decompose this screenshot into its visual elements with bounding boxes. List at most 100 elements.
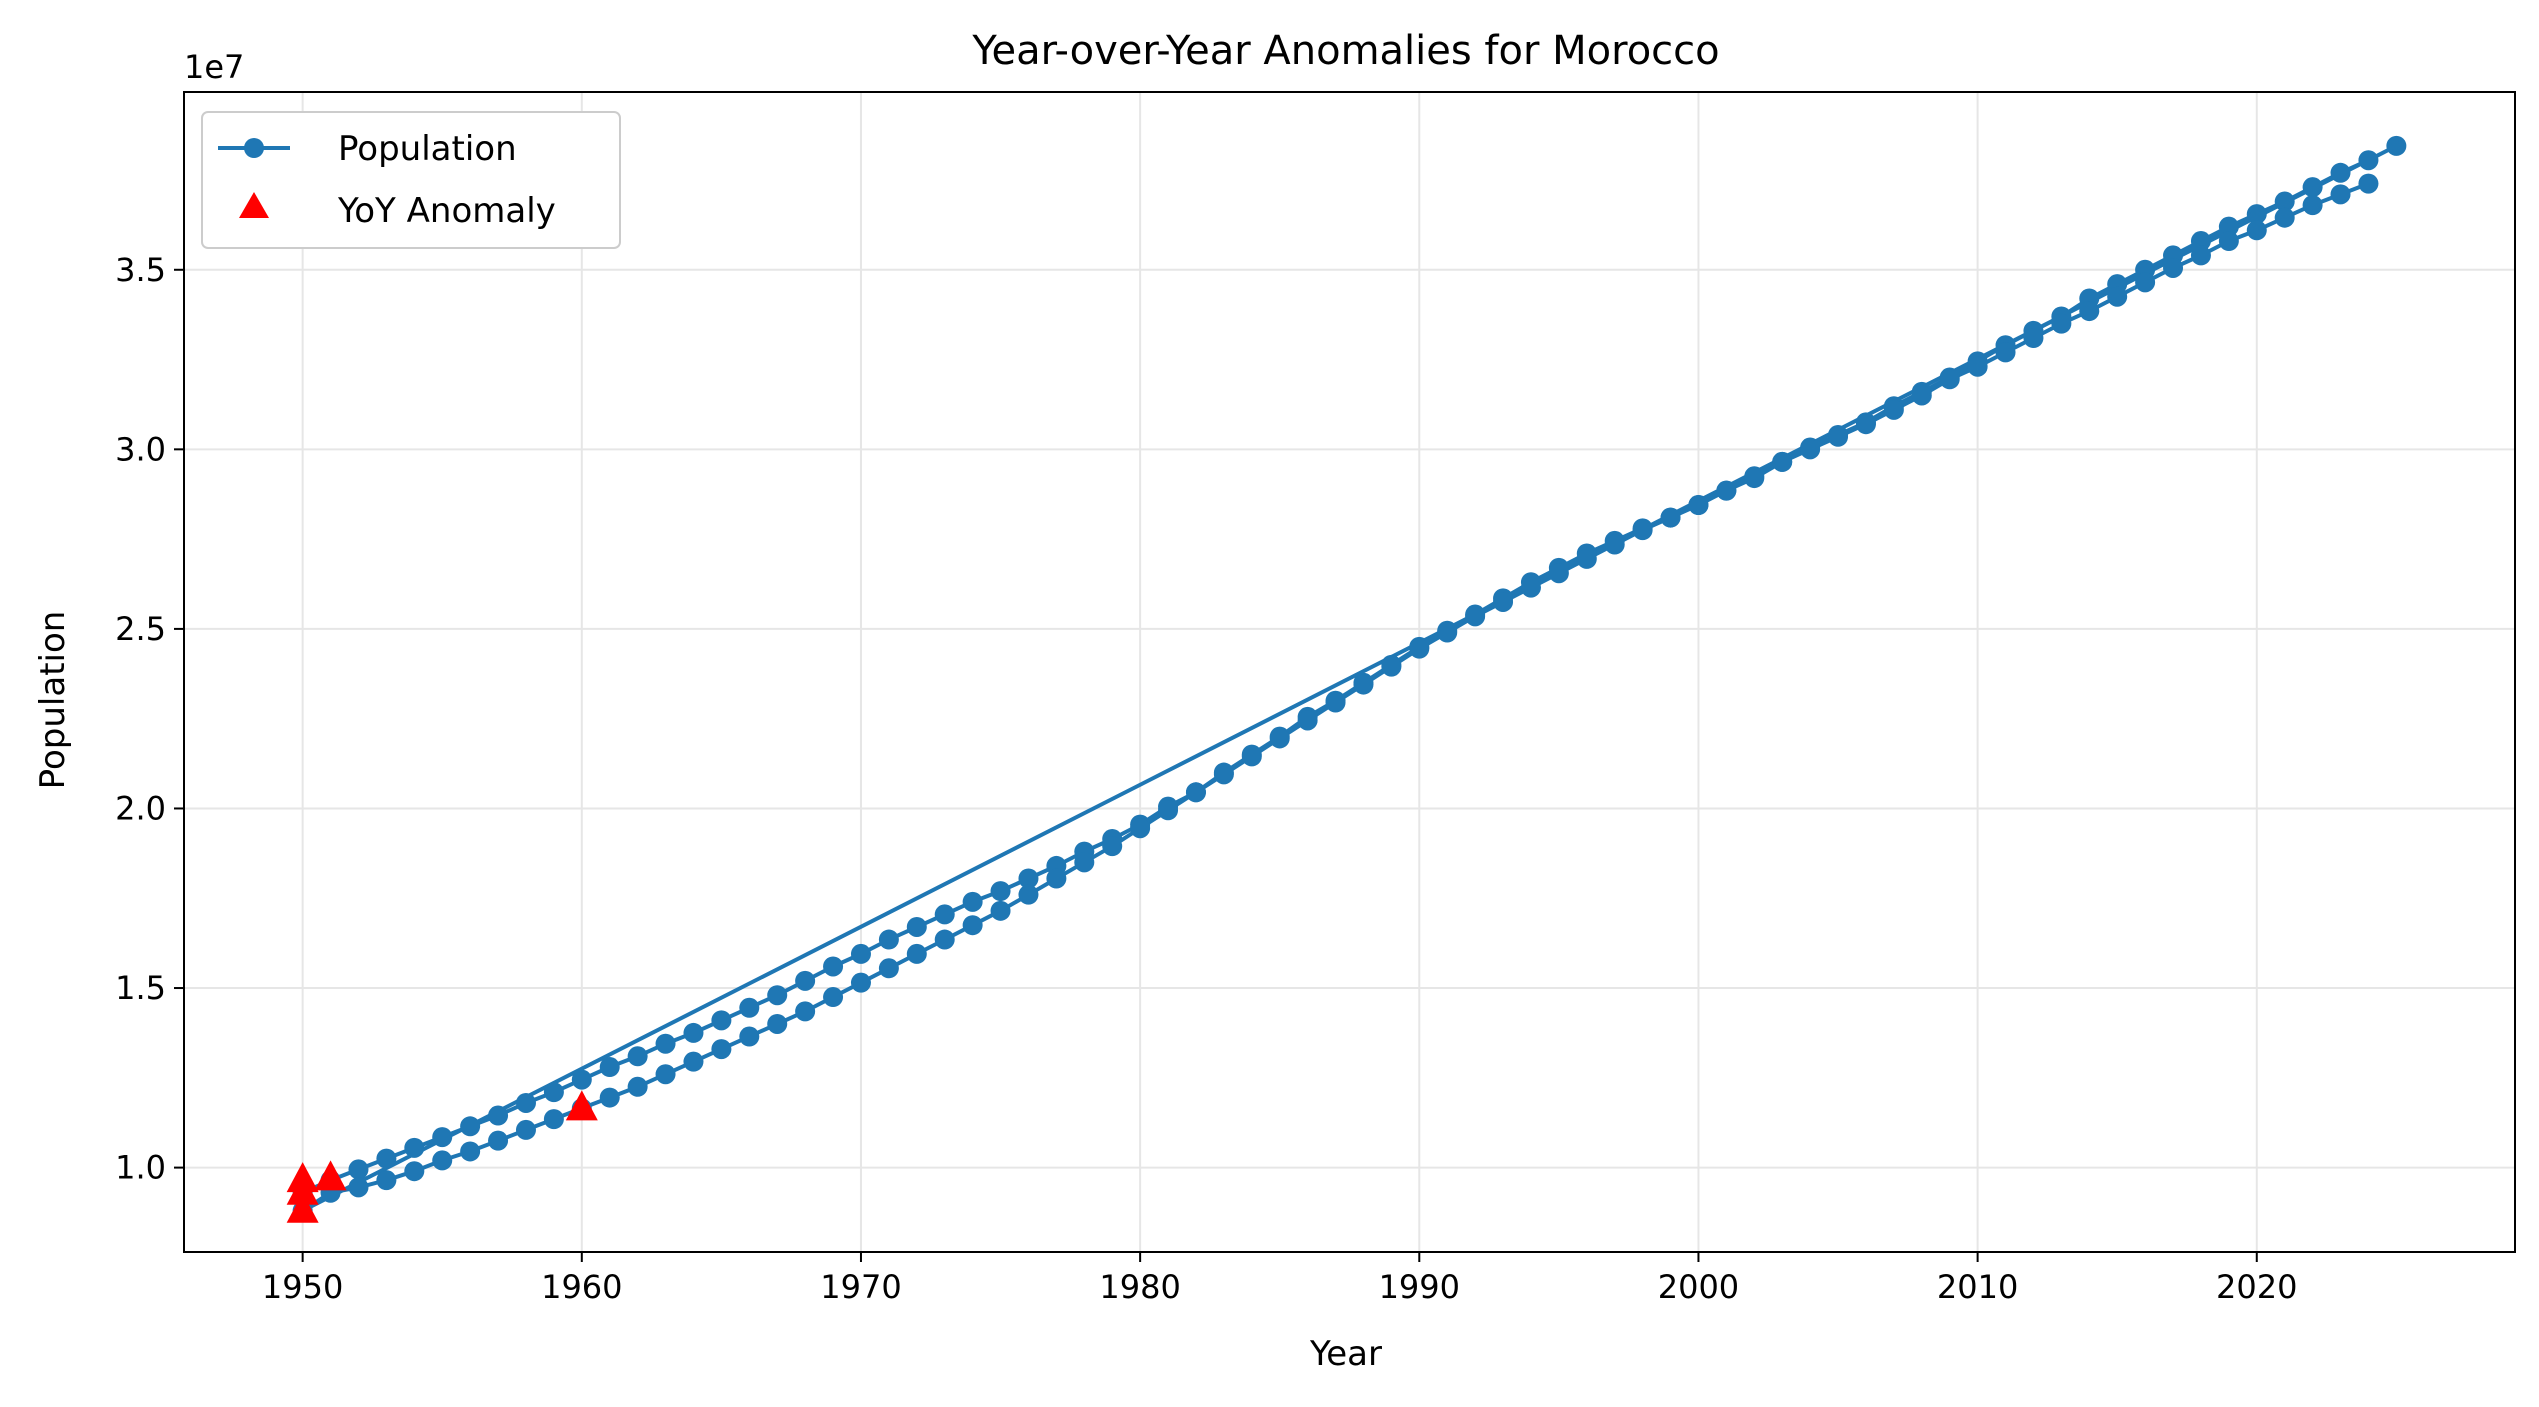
population-point	[488, 1105, 509, 1126]
x-tick-label: 2020	[2216, 1268, 2297, 1306]
population-point	[1828, 426, 1849, 447]
population-point	[2135, 272, 2156, 293]
population-point	[2190, 231, 2211, 252]
population-point	[2023, 328, 2044, 349]
population-point	[1855, 414, 1876, 435]
series-layer	[286, 135, 2407, 1223]
population-point	[2330, 184, 2351, 205]
population-point	[1269, 728, 1290, 749]
population-point	[962, 891, 983, 912]
chart-title: Year-over-Year Anomalies for Morocco	[971, 28, 1719, 74]
population-point	[655, 1064, 676, 1085]
population-point	[823, 987, 844, 1008]
population-point	[1241, 746, 1262, 767]
y-tick-label: 3.5	[115, 251, 166, 289]
population-point	[767, 985, 788, 1006]
population-point	[1158, 800, 1179, 821]
x-tick-label: 1990	[1379, 1268, 1460, 1306]
population-point	[2246, 220, 2267, 241]
y-tick-label: 1.0	[115, 1149, 166, 1187]
population-point	[1576, 548, 1597, 569]
population-point	[627, 1046, 648, 1067]
population-point	[1381, 656, 1402, 677]
population-point	[1353, 674, 1374, 695]
y-tick-label: 1.5	[115, 969, 166, 1007]
population-point	[627, 1076, 648, 1097]
population-point	[2246, 204, 2267, 225]
population-point	[739, 1026, 760, 1047]
population-point	[460, 1116, 481, 1137]
population-point	[1604, 534, 1625, 555]
population-point	[1102, 836, 1123, 857]
population-point	[739, 997, 760, 1018]
population-point	[1744, 466, 1765, 487]
legend-box	[201, 111, 621, 249]
population-point	[1018, 884, 1039, 905]
population-point	[1716, 480, 1737, 501]
population-point	[1409, 638, 1430, 659]
population-point	[711, 1010, 732, 1031]
population-point	[655, 1033, 676, 1054]
population-point	[2107, 286, 2128, 307]
population-point	[1632, 520, 1653, 541]
population-point	[515, 1092, 536, 1113]
plot-frame	[183, 91, 2516, 1253]
anomaly-marker	[565, 1090, 598, 1121]
population-point	[488, 1130, 509, 1151]
y-tick-label: 3.0	[115, 430, 166, 468]
population-point	[1548, 563, 1569, 584]
population-point	[571, 1069, 592, 1090]
population-point	[2358, 150, 2379, 171]
x-tick-label: 1970	[820, 1268, 901, 1306]
population-point	[404, 1137, 425, 1158]
population-point	[850, 972, 871, 993]
x-tick-label: 1960	[541, 1268, 622, 1306]
population-point	[1325, 692, 1346, 713]
population-point	[543, 1109, 564, 1130]
population-point	[795, 970, 816, 991]
population-point	[348, 1159, 369, 1180]
x-axis-label: Year	[1309, 1334, 1382, 1374]
population-point	[515, 1119, 536, 1140]
population-point	[2051, 313, 2072, 334]
population-point	[376, 1148, 397, 1169]
population-point	[2358, 173, 2379, 194]
population-point	[2302, 177, 2323, 198]
population-point	[1046, 868, 1067, 889]
population-point	[1437, 622, 1458, 643]
population-point	[1660, 507, 1681, 528]
population-point	[2386, 135, 2407, 156]
population-point	[990, 900, 1011, 921]
population-point	[767, 1013, 788, 1034]
legend-anomaly-label: YoY Anomaly	[337, 191, 556, 231]
population-point	[2274, 207, 2295, 228]
population-point	[711, 1039, 732, 1060]
population-point	[404, 1161, 425, 1182]
anomaly-marker	[286, 1192, 319, 1223]
population-point	[1520, 577, 1541, 598]
population-point	[934, 904, 955, 925]
population-point	[1772, 451, 1793, 472]
population-point	[2274, 191, 2295, 212]
population-point	[1688, 495, 1709, 516]
x-tick-label: 1950	[262, 1268, 343, 1306]
population-point	[1185, 782, 1206, 803]
y-tick-label: 2.5	[115, 610, 166, 648]
population-point	[850, 943, 871, 964]
population-point	[878, 929, 899, 950]
population-point	[906, 943, 927, 964]
legend-population-label: Population	[338, 129, 517, 169]
population-point	[1130, 818, 1151, 839]
population-point	[2190, 245, 2211, 266]
population-point	[599, 1057, 620, 1078]
legend-anomaly-marker	[239, 192, 269, 218]
population-point	[878, 958, 899, 979]
population-point	[1995, 342, 2016, 363]
population-point	[1493, 591, 1514, 612]
population-point	[962, 915, 983, 936]
grid	[184, 92, 2515, 1252]
y-axis-offset-label: 1e7	[184, 48, 244, 86]
anomaly-marker	[314, 1160, 347, 1191]
population-point	[990, 881, 1011, 902]
